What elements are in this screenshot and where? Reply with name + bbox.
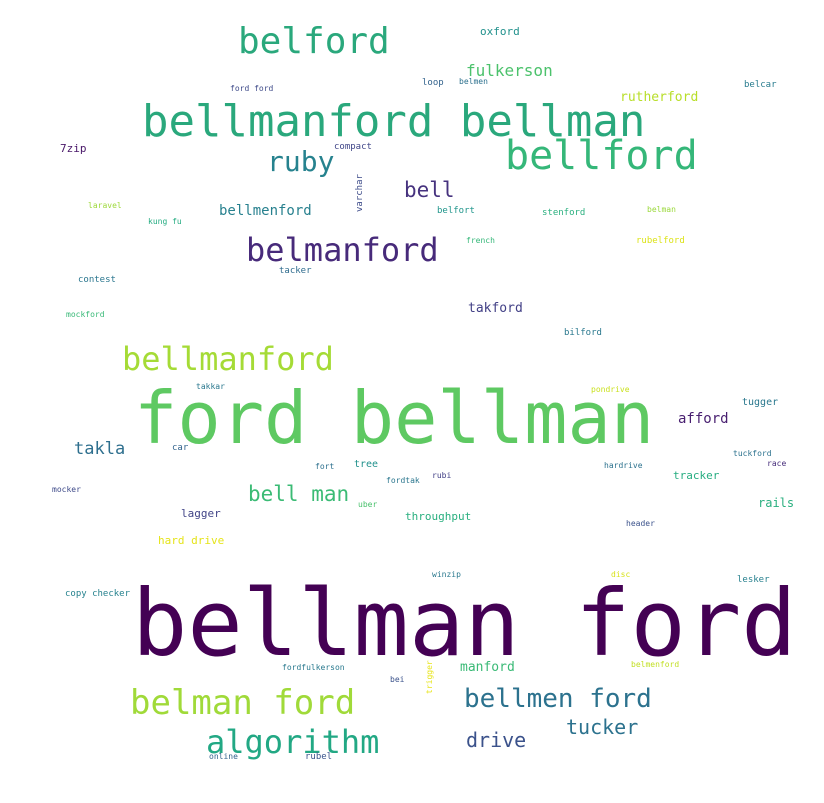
word-7zip: 7zip [60, 142, 87, 155]
word-lagger: lagger [181, 507, 221, 520]
word-tucker: tucker [566, 715, 639, 739]
word-car: car [172, 443, 189, 453]
word-manford: manford [460, 660, 515, 675]
word-tacker: tacker [279, 266, 312, 276]
word-rutherford: rutherford [620, 90, 699, 105]
word-uber: uber [358, 500, 378, 509]
word-french: french [466, 236, 495, 245]
word-rubelford: rubelford [636, 236, 685, 246]
word-tracker: tracker [673, 469, 720, 482]
word-belfort: belfort [437, 206, 475, 216]
word-belmenford-small: belmenford [631, 660, 680, 669]
word-online: online [209, 752, 238, 761]
word-bei: bei [390, 675, 405, 684]
word-tuckford: tuckford [733, 449, 772, 458]
word-fordtak: fordtak [386, 476, 420, 485]
word-rubi: rubi [432, 471, 452, 480]
word-ford-ford: ford ford [230, 84, 274, 93]
word-varchar: varchar [355, 174, 365, 212]
word-belcar: belcar [744, 80, 777, 90]
word-bilford: bilford [564, 328, 602, 338]
word-afford: afford [678, 411, 729, 427]
word-algorithm: algorithm [206, 723, 380, 761]
word-throughput: throughput [405, 510, 472, 523]
word-race: race [767, 459, 787, 468]
word-bell: bell [404, 178, 455, 202]
word-bell-man: bell man [248, 482, 350, 506]
word-compact: compact [334, 142, 372, 152]
word-drive: drive [466, 728, 527, 752]
word-laravel: laravel [88, 201, 122, 210]
word-header: header [626, 519, 655, 528]
word-belford: belford [238, 21, 390, 62]
word-lesker: lesker [737, 575, 770, 585]
word-takkar: takkar [196, 382, 225, 391]
word-takla: takla [74, 439, 126, 459]
word-stenford: stenford [542, 208, 586, 218]
word-disc: disc [611, 570, 631, 579]
word-fordfulkerson: fordfulkerson [282, 663, 345, 672]
word-kung-fu: kung fu [148, 217, 182, 226]
word-rubel: rubel [305, 752, 333, 762]
word-hardrive: hardrive [604, 461, 643, 470]
word-oxford: oxford [480, 25, 520, 38]
word-bellmanford: bellmanford [122, 340, 334, 378]
word-bellman-ford: bellman ford [132, 570, 797, 677]
word-fulkerson: fulkerson [466, 61, 553, 80]
word-bellford: bellford [505, 133, 698, 179]
word-contest: contest [78, 275, 116, 285]
word-mockford: mockford [66, 310, 105, 319]
word-belmanford: belmanford [246, 231, 439, 269]
word-bellmenford: bellmenford [219, 203, 312, 219]
word-tree: tree [354, 459, 379, 470]
word-bellmen-ford: bellmen ford [464, 684, 652, 714]
word-rails: rails [758, 496, 795, 510]
word-takford: takford [468, 301, 523, 316]
word-belman: belman [647, 205, 676, 214]
word-ford-bellman: ford bellman [134, 376, 655, 460]
word-loop: loop [422, 78, 444, 88]
word-ruby: ruby [267, 145, 335, 178]
word-pondrive: pondrive [591, 385, 630, 394]
word-hard-drive: hard drive [158, 534, 225, 547]
word-trigger: trigger [425, 660, 434, 694]
word-fort: fort [315, 462, 335, 471]
word-mocker: mocker [52, 485, 81, 494]
word-tugger: tugger [742, 397, 779, 408]
word-belman-ford: belman ford [130, 683, 356, 723]
word-bellmanford-bellman: bellmanford bellman [142, 96, 646, 147]
word-belmen: belmen [459, 77, 488, 86]
word-winzip: winzip [432, 570, 461, 579]
word-copy-checker: copy checker [65, 589, 131, 599]
